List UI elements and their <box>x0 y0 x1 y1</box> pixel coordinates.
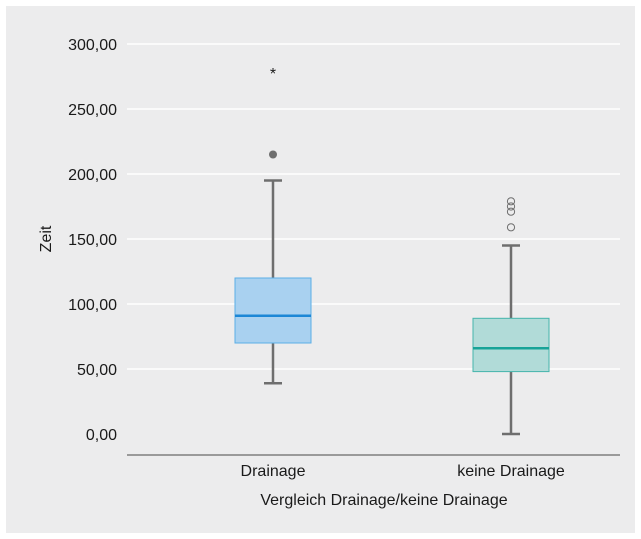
box-iqr <box>234 277 312 344</box>
x-tick-labels: Drainage keine Drainage <box>241 463 565 480</box>
y-tick-labels: 0,00 50,00 100,00 150,00 200,00 250,00 300,00 <box>68 37 117 444</box>
y-tick-label: 250,00 <box>68 102 117 119</box>
y-tick-label: 200,00 <box>68 167 117 184</box>
outlier-point <box>506 197 516 206</box>
y-tick-label: 0,00 <box>86 427 117 444</box>
box-group: * <box>234 66 312 385</box>
y-tick-label: 100,00 <box>68 297 117 314</box>
x-tick-label: keine Drainage <box>457 463 565 480</box>
outlier-point <box>506 223 516 232</box>
box-iqr <box>472 317 550 373</box>
boxes: * <box>234 66 550 436</box>
y-axis-title: Zeit <box>38 225 55 252</box>
y-tick-label: 300,00 <box>68 37 117 54</box>
box-group <box>472 197 550 436</box>
extreme-point: * <box>270 66 276 83</box>
x-tick-label: Drainage <box>241 463 306 480</box>
chart-background <box>6 6 635 533</box>
outlier-point <box>506 202 516 211</box>
y-tick-label: 150,00 <box>68 232 117 249</box>
outlier-point <box>269 150 277 159</box>
outlier-point <box>506 207 516 216</box>
x-axis-title: Vergleich Drainage/keine Drainage <box>260 492 507 509</box>
y-tick-label: 50,00 <box>77 362 117 379</box>
gridlines <box>127 43 620 370</box>
